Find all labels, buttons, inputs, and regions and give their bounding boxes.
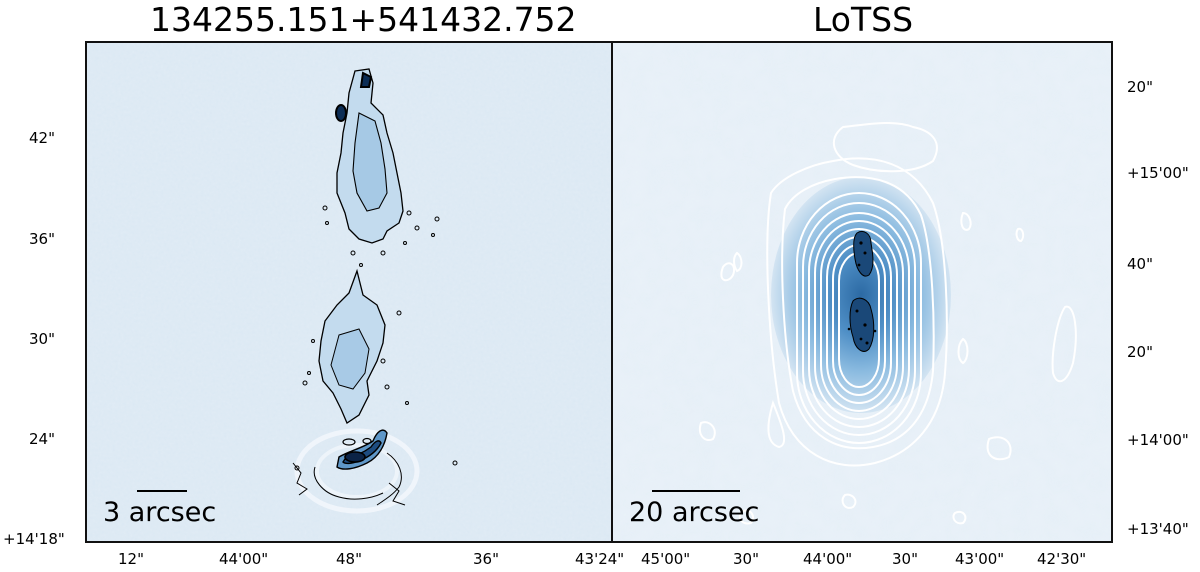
- right-y-tick: +15'00": [1127, 164, 1189, 182]
- left-x-tick: 12": [118, 550, 144, 568]
- right-x-tick: 30": [733, 550, 759, 568]
- right-x-tick: 30": [892, 550, 918, 568]
- right-y-tick: 20": [1127, 343, 1153, 361]
- left-x-tick: 44'00": [219, 550, 269, 568]
- left-scale-bar: [137, 490, 187, 492]
- left-y-tick: 42": [29, 129, 55, 147]
- right-x-tick: 43'00": [955, 550, 1005, 568]
- right-x-tick: 45'00": [641, 550, 691, 568]
- left-radio-map: [87, 43, 611, 541]
- right-x-tick: 42'30": [1037, 550, 1087, 568]
- lotss-contours: [699, 122, 1077, 525]
- left-y-tick: 24": [29, 430, 55, 448]
- highres-overlay: [847, 230, 877, 352]
- right-scale-bar: [652, 490, 740, 492]
- left-y-tick: 30": [29, 330, 55, 348]
- right-scale-label: 20 arcsec: [629, 497, 760, 528]
- right-y-tick: +14'00": [1127, 431, 1189, 449]
- northern-lobe: [322, 68, 440, 267]
- left-image-panel: 3 arcsec: [85, 41, 613, 543]
- left-scale-label: 3 arcsec: [103, 497, 217, 528]
- left-x-tick: 36": [473, 550, 499, 568]
- right-y-tick: +13'40": [1127, 520, 1189, 538]
- right-y-tick: 20": [1127, 78, 1153, 96]
- southern-lobe: [292, 268, 458, 506]
- left-x-tick: 43'24": [575, 550, 625, 568]
- right-image-panel: 20 arcsec: [611, 41, 1113, 543]
- left-x-tick: 48": [336, 550, 362, 568]
- right-y-tick: 40": [1127, 255, 1153, 273]
- left-y-tick: +14'18": [3, 530, 65, 548]
- left-panel-title: 134255.151+541432.752: [150, 0, 577, 39]
- right-x-tick: 44'00": [803, 550, 853, 568]
- right-radio-map: [613, 43, 1111, 541]
- right-panel-title: LoTSS: [813, 0, 914, 39]
- left-y-tick: 36": [29, 230, 55, 248]
